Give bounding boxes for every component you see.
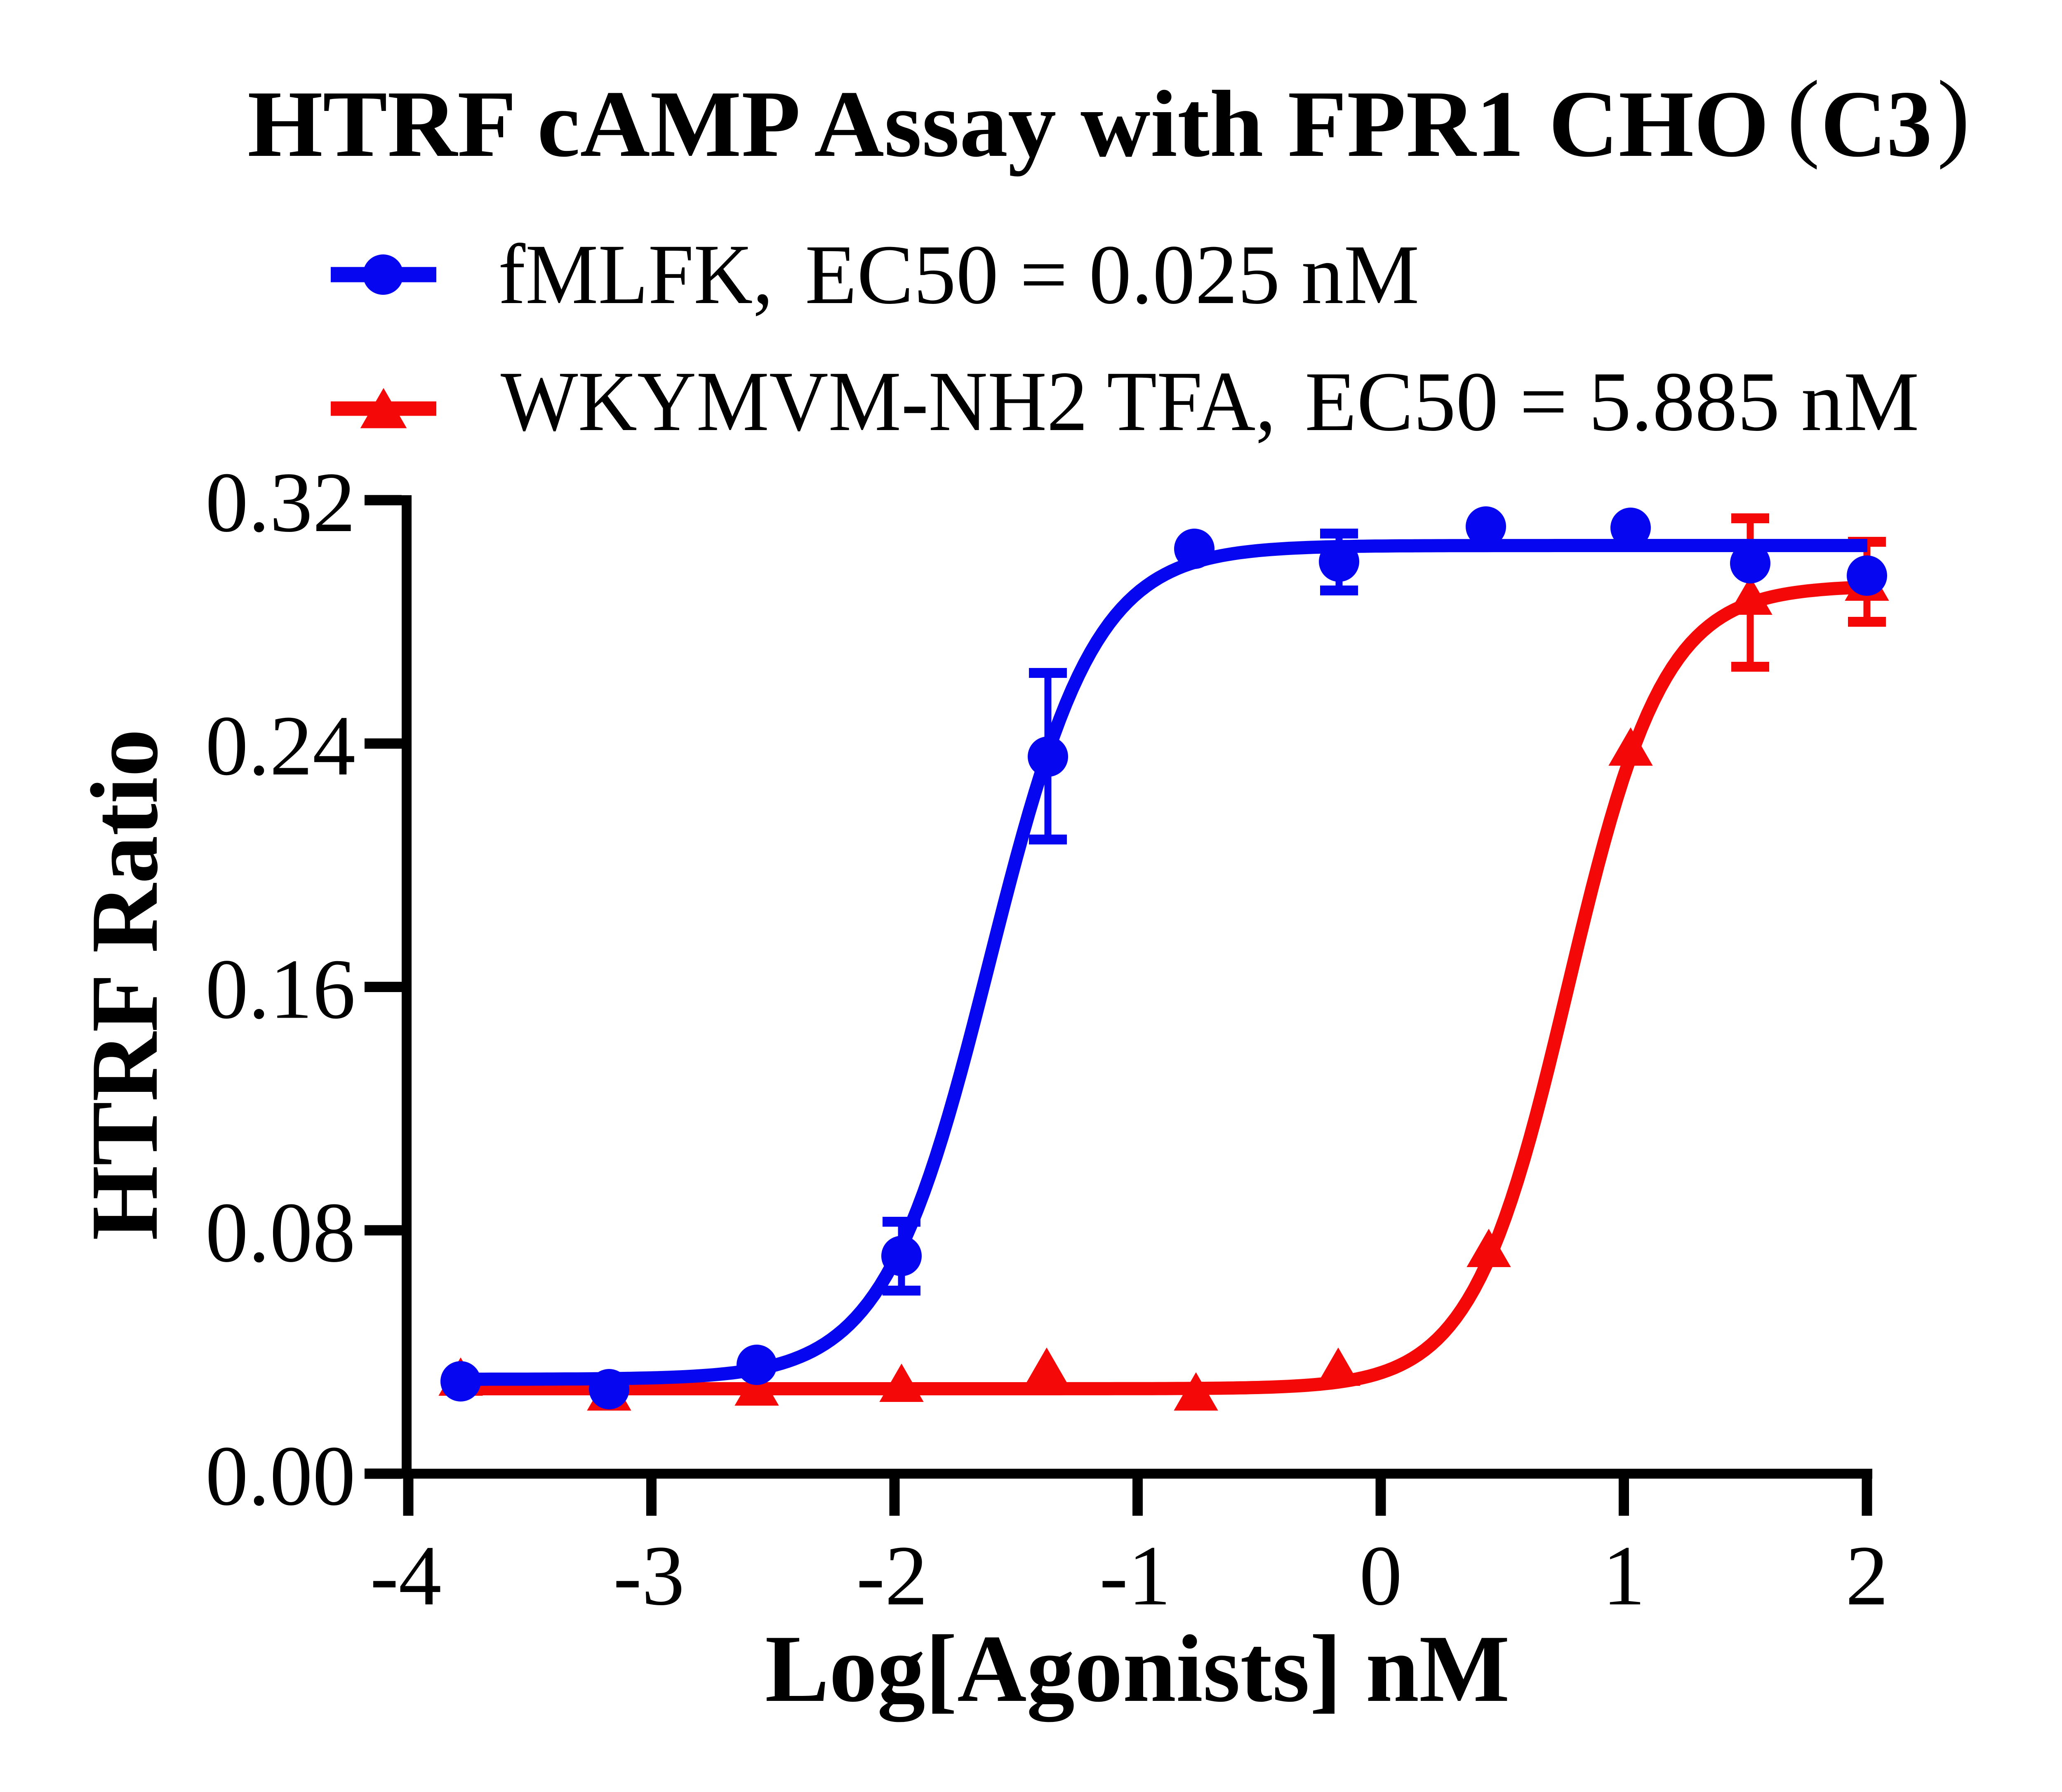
svg-text:C3: C3 [1821, 71, 1932, 176]
svg-text:0.16: 0.16 [205, 942, 355, 1037]
svg-text:): ) [1937, 60, 1970, 170]
svg-text:HTRF cAMP Assay with FPR1 CHO: HTRF cAMP Assay with FPR1 CHO [247, 71, 1769, 176]
svg-text:EC50 = 5.885 nM: EC50 = 5.885 nM [1305, 354, 1919, 449]
svg-text:1: 1 [1603, 1528, 1645, 1623]
svg-text:-4: -4 [370, 1528, 441, 1623]
svg-text:HTRF Ratio: HTRF Ratio [71, 729, 178, 1240]
svg-text:fMLFK,: fMLFK, [498, 227, 773, 322]
svg-text:-1: -1 [1099, 1528, 1171, 1623]
svg-text:0.08: 0.08 [205, 1185, 355, 1280]
svg-text:0: 0 [1359, 1528, 1402, 1623]
svg-text:-3: -3 [613, 1528, 685, 1623]
svg-text:EC50 = 0.025 nM: EC50 = 0.025 nM [805, 227, 1419, 322]
svg-text:(: ( [1787, 60, 1820, 170]
svg-text:0.00: 0.00 [205, 1428, 355, 1523]
svg-text:-2: -2 [856, 1528, 927, 1623]
svg-text:0.24: 0.24 [205, 698, 355, 793]
svg-text:Log[Agonists] nM: Log[Agonists] nM [765, 1616, 1510, 1722]
svg-text:0.32: 0.32 [205, 455, 355, 550]
svg-text:WKYMVM-NH2 TFA,: WKYMVM-NH2 TFA, [501, 354, 1276, 449]
svg-text:2: 2 [1845, 1528, 1888, 1623]
